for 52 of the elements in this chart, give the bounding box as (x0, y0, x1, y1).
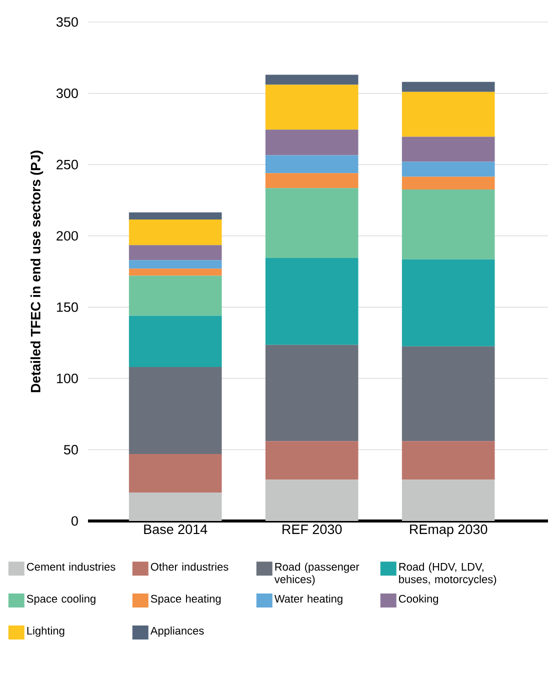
bar (128, 367, 222, 454)
bar (402, 346, 495, 442)
y-tick-label: 350 (56, 17, 78, 27)
legend-label: Water heating (274, 594, 342, 605)
bar (402, 162, 495, 177)
bar (265, 441, 358, 480)
legend-label: Lighting (27, 626, 64, 637)
bar (265, 74, 358, 85)
legend-label: Appliances (150, 626, 204, 637)
y-tick-label: 0 (71, 516, 78, 526)
bar (265, 155, 358, 174)
legend-label: Cement industries (26, 562, 116, 571)
y-axis-title: Detailed TFEC in end use sectors (PJ) (30, 150, 44, 392)
y-tick-label: 250 (56, 160, 78, 170)
bar (128, 212, 222, 220)
bar (128, 219, 222, 246)
bar (402, 259, 495, 346)
bar (128, 276, 222, 316)
y-tick-label: 100 (56, 374, 78, 384)
bar (265, 188, 358, 258)
x-tick-label: REF 2030 (282, 524, 342, 534)
bar (265, 84, 358, 130)
legend-label: Space heating (150, 594, 221, 605)
x-tick-label: REmap 2030 (410, 524, 488, 537)
bar (265, 258, 358, 345)
bar (402, 176, 495, 190)
legend-label: Road (passenger vehices) (274, 562, 360, 586)
bar (265, 480, 358, 521)
bar (402, 92, 495, 137)
bar (128, 245, 222, 260)
bar (402, 136, 495, 162)
bar (402, 480, 495, 521)
legend-label: Cooking (398, 594, 438, 605)
x-tick-label: Base 2014 (144, 524, 208, 534)
bar (128, 454, 222, 492)
legend-label: Other industries (150, 562, 228, 571)
y-tick-label: 300 (56, 88, 78, 98)
bar (128, 268, 222, 276)
y-tick-label: 150 (56, 302, 78, 312)
bar (128, 492, 222, 521)
y-tick-label: 50 (64, 444, 78, 454)
bar (402, 190, 495, 260)
bar (265, 173, 358, 188)
bar (402, 82, 495, 92)
legend-label: Road (HDV, LDV, buses, motorcycles) (399, 562, 496, 586)
bar (265, 130, 358, 156)
y-tick-label: 200 (56, 231, 78, 241)
bar (402, 441, 495, 480)
bar (128, 260, 222, 269)
bar (265, 344, 358, 442)
legend-label: Space cooling (26, 594, 96, 605)
bar (128, 316, 222, 368)
